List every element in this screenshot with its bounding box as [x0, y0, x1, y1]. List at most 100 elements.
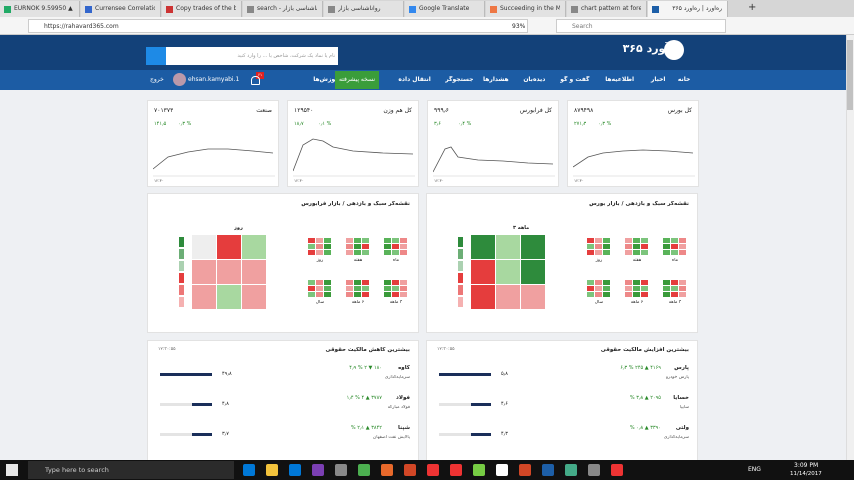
mini-cell — [316, 292, 323, 297]
mini-cell — [663, 280, 670, 285]
mini-cell — [633, 280, 640, 285]
heat-cell — [471, 260, 495, 284]
mini-cell — [595, 244, 602, 249]
tab[interactable]: EURNOK 9.59950 ▲ — [0, 1, 80, 17]
tab[interactable]: Currensee Correlatio — [81, 1, 161, 17]
mini-cell — [671, 244, 678, 249]
tab[interactable]: رواناشناسی بازار — [324, 1, 404, 17]
heat-scale — [458, 273, 463, 283]
mini-cell — [346, 250, 353, 255]
site-search-placeholder: نام یا نماد یک شرکت، شاخص یا ... را وارد… — [237, 53, 335, 59]
row-value: ۳٫۷ — [222, 431, 229, 437]
card-delta: ۱۴۱٫۵ — [154, 121, 167, 127]
taskbar-app[interactable] — [496, 464, 508, 476]
card-value: ۹۹۹٫۶ — [434, 107, 449, 114]
tab-title: ره‌آورد | ره‌آورد ۳۶۵ — [672, 5, 722, 12]
nav-item[interactable]: اخبار — [650, 76, 666, 83]
nav-item[interactable]: دیده‌بان — [523, 76, 546, 83]
mini-cell — [316, 238, 323, 243]
nav-bar — [0, 70, 846, 90]
mini-cell — [671, 286, 678, 291]
taskbar-app[interactable] — [404, 464, 416, 476]
taskbar-app[interactable] — [243, 464, 255, 476]
taskbar-app[interactable] — [289, 464, 301, 476]
mini-cell — [346, 286, 353, 291]
nav-item[interactable]: گفت و گو — [560, 76, 590, 83]
taskbar-app[interactable] — [450, 464, 462, 476]
nav-item[interactable]: انتقال داده — [398, 76, 431, 83]
mini-cell — [392, 250, 399, 255]
start-button[interactable] — [6, 464, 18, 476]
mini-cell — [354, 244, 361, 249]
mini-cell — [324, 250, 331, 255]
nav-item[interactable]: اطلاعیه‌ها — [605, 76, 635, 83]
nav-advanced[interactable]: نسخه پیشرفته — [335, 71, 379, 89]
mini-cell — [316, 244, 323, 249]
row-symbol[interactable]: پارس — [674, 365, 689, 371]
tab-icon — [328, 6, 335, 13]
tab-title: chart pattern at forex — [581, 5, 641, 12]
mini-cell — [633, 286, 640, 291]
tab[interactable]: search - رواناشناسی بازار — [243, 1, 323, 17]
row-symbol[interactable]: فولاد — [396, 395, 410, 401]
mini-cell — [663, 292, 670, 297]
site-search-input[interactable] — [166, 47, 338, 65]
taskbar-app[interactable] — [588, 464, 600, 476]
tab-icon — [409, 6, 416, 13]
taskbar-app[interactable] — [266, 464, 278, 476]
row-info: ۳۸۴۲ ▲ ۲٫۱ % — [350, 425, 382, 431]
taskbar-app[interactable] — [335, 464, 347, 476]
tab[interactable]: ره‌آورد | ره‌آورد ۳۶۵ — [648, 1, 728, 17]
mini-cell — [679, 280, 686, 285]
row-value: ۴٫۳ — [501, 431, 508, 437]
user-name[interactable]: ehsan.kamyabi.1 — [188, 76, 240, 83]
nav-item[interactable]: آموزش‌ها — [313, 76, 341, 83]
mini-cell — [595, 286, 602, 291]
taskbar-app[interactable] — [611, 464, 623, 476]
url-box[interactable] — [28, 19, 528, 33]
mini-cell — [633, 238, 640, 243]
taskbar-app[interactable] — [473, 464, 485, 476]
heat-cell — [496, 285, 520, 309]
search-box[interactable] — [556, 19, 726, 33]
mini-cell — [641, 238, 648, 243]
mini-cell — [346, 280, 353, 285]
taskbar-app[interactable] — [358, 464, 370, 476]
site-search-btn[interactable] — [146, 47, 166, 65]
tab[interactable]: Succeeding in the M — [486, 1, 566, 17]
row-symbol[interactable]: ولتی — [675, 425, 689, 431]
tab-title: Succeeding in the M — [500, 5, 560, 12]
row-symbol[interactable]: کاوه — [398, 365, 410, 371]
taskbar-app[interactable] — [427, 464, 439, 476]
tab[interactable]: Copy trades of the b — [162, 1, 242, 17]
taskbar-app[interactable] — [542, 464, 554, 476]
nav-item[interactable]: خانه — [677, 76, 691, 83]
heat-scale — [179, 249, 184, 259]
row-symbol[interactable]: خسایا — [673, 395, 689, 401]
row-name: پالایش نفت اصفهان — [372, 435, 410, 440]
heat-scale — [179, 273, 184, 283]
taskbar-app[interactable] — [312, 464, 324, 476]
nav-item[interactable]: هشدارها — [482, 76, 509, 83]
taskbar-app[interactable] — [565, 464, 577, 476]
tab-title: Google Translate — [419, 5, 470, 12]
taskbar-app[interactable] — [519, 464, 531, 476]
sparkline — [293, 138, 415, 177]
row-info: ۱۸۰ ▼ ۲ % ۴٫۹ — [349, 365, 382, 371]
mini-cell — [354, 292, 361, 297]
mini-cell — [671, 238, 678, 243]
tab[interactable]: chart pattern at forex — [567, 1, 647, 17]
taskbar-app[interactable] — [381, 464, 393, 476]
mini-cell — [595, 292, 602, 297]
mini-cell — [346, 292, 353, 297]
heat-cell — [521, 260, 545, 284]
nav-item[interactable]: جستجوگر — [445, 76, 474, 83]
heat-cell — [496, 235, 520, 259]
mini-cell — [633, 244, 640, 249]
card-title: کل فرابورس — [519, 107, 552, 114]
taskbar-search[interactable] — [28, 461, 234, 479]
tab[interactable]: Google Translate — [405, 1, 485, 17]
logout[interactable]: خروج — [150, 76, 164, 83]
scrollbar — [846, 35, 854, 460]
row-symbol[interactable]: شپنا — [398, 425, 410, 431]
